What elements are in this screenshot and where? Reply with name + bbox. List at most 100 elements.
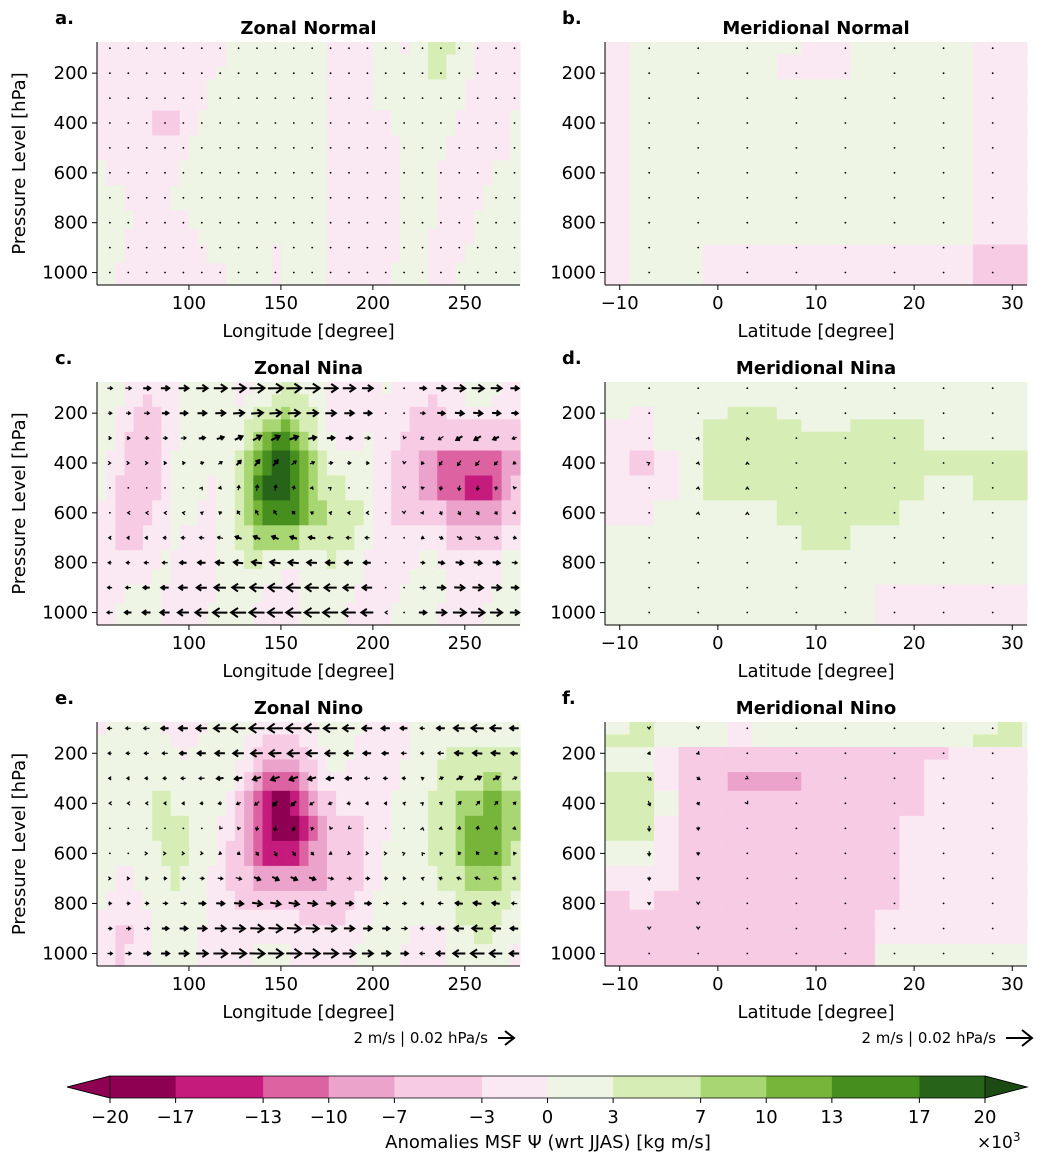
heatmap-cell	[776, 722, 802, 736]
heatmap-cell	[703, 790, 729, 817]
quiver-arrow	[164, 221, 166, 224]
heatmap-cell	[188, 925, 199, 945]
quiver-arrow	[942, 827, 945, 830]
quiver-arrow	[440, 47, 442, 50]
heatmap-cell	[280, 210, 291, 230]
quiver-arrow	[366, 147, 369, 149]
heatmap-cell	[446, 525, 457, 551]
heatmap-cell	[326, 79, 337, 93]
quiver-arrow	[893, 561, 896, 564]
quiver-arrow	[942, 561, 945, 564]
quiver-arrow	[163, 876, 168, 881]
heatmap-cell	[326, 419, 337, 433]
quiver-arrow	[216, 900, 226, 907]
quiver-arrow	[440, 97, 442, 99]
heatmap-cell	[629, 722, 655, 736]
quiver-arrow	[325, 775, 335, 782]
heatmap-cell	[727, 54, 753, 68]
heatmap-cell	[776, 54, 802, 68]
heatmap-cell	[336, 925, 346, 945]
quiver-arrow	[342, 948, 358, 959]
heatmap-cell	[188, 840, 199, 867]
heatmap-cell	[354, 210, 365, 230]
colorbar-bin	[175, 1076, 264, 1098]
heatmap-cell	[997, 394, 1023, 408]
quiver-arrow	[237, 171, 240, 174]
heatmap-cell	[727, 42, 753, 56]
quiver-arrow	[329, 221, 332, 224]
heatmap-cell	[207, 135, 218, 161]
colorbar-bin	[110, 1076, 177, 1098]
heatmap-cell	[326, 263, 337, 286]
heatmap-cell	[899, 734, 925, 748]
quiver-arrow	[403, 271, 405, 274]
panel-title: Meridional Normal	[722, 18, 909, 39]
heatmap-cell	[372, 450, 383, 477]
heatmap-cell	[678, 382, 704, 396]
heatmap-cell	[207, 584, 218, 604]
quiver-arrow	[178, 559, 187, 566]
heatmap-cell	[654, 772, 680, 792]
quiver-arrow	[329, 246, 332, 249]
heatmap-cell	[1022, 79, 1028, 93]
heatmap-cell	[923, 772, 950, 792]
heatmap-cell	[801, 944, 827, 967]
heatmap-cell	[336, 734, 346, 748]
heatmap-cell	[1022, 66, 1028, 80]
heatmap-cell	[290, 603, 300, 626]
quiver-arrow	[456, 460, 462, 467]
quiver-arrow	[991, 72, 994, 75]
quiver-arrow	[458, 221, 461, 224]
heatmap-cell	[124, 135, 135, 161]
quiver-arrow	[178, 384, 191, 393]
quiver-arrow	[696, 926, 701, 930]
heatmap-cell	[280, 382, 291, 396]
x-axis-label: Latitude [degree]	[738, 661, 895, 682]
heatmap-cell	[703, 772, 729, 792]
heatmap-cell	[299, 406, 310, 420]
heatmap-cell	[207, 550, 218, 570]
heatmap-cell	[437, 244, 448, 264]
quiver-arrow	[401, 485, 407, 490]
heatmap-cell	[391, 406, 402, 420]
heatmap-cell	[363, 160, 374, 186]
heatmap-cell	[437, 772, 448, 792]
heatmap-cell	[253, 925, 264, 945]
colorbar-bin	[394, 1076, 483, 1098]
heatmap-cell	[973, 603, 999, 626]
heatmap-cell	[997, 450, 1023, 477]
x-tick-label: 250	[448, 974, 482, 995]
heatmap-cell	[382, 42, 392, 56]
heatmap-cell	[501, 185, 512, 211]
quiver-arrow	[291, 850, 296, 857]
quiver-arrow	[647, 926, 652, 931]
heatmap-cell	[363, 244, 374, 264]
heatmap-cell	[234, 734, 245, 748]
heatmap-cell	[124, 228, 135, 246]
quiver-arrow	[200, 72, 203, 75]
heatmap-cell	[850, 228, 876, 246]
heatmap-cell	[850, 79, 876, 93]
heatmap-cell	[874, 584, 901, 604]
heatmap-cell	[336, 110, 346, 137]
heatmap-cell	[418, 500, 429, 526]
quiver-arrow	[384, 47, 387, 50]
heatmap-cell	[170, 91, 181, 112]
heatmap-cell	[106, 734, 116, 748]
quiver-arrow	[440, 72, 442, 75]
quiver-arrow	[256, 47, 258, 50]
heatmap-cell	[483, 722, 494, 736]
heatmap-cell	[997, 603, 1023, 626]
quiver-arrows	[109, 47, 516, 274]
heatmap-cell	[170, 909, 181, 926]
heatmap-cell	[345, 759, 356, 773]
heatmap-cell	[678, 925, 704, 945]
heatmap-cell	[198, 815, 208, 842]
quiver-arrow	[495, 97, 497, 99]
quiver-key-label: 2 m/s | 0.02 hPa/s	[862, 1029, 997, 1047]
heatmap-cell	[428, 475, 438, 501]
heatmap-cell	[299, 419, 310, 433]
heatmap-cell	[874, 500, 901, 526]
heatmap-cell	[752, 210, 778, 230]
heatmap-cell	[317, 419, 328, 433]
